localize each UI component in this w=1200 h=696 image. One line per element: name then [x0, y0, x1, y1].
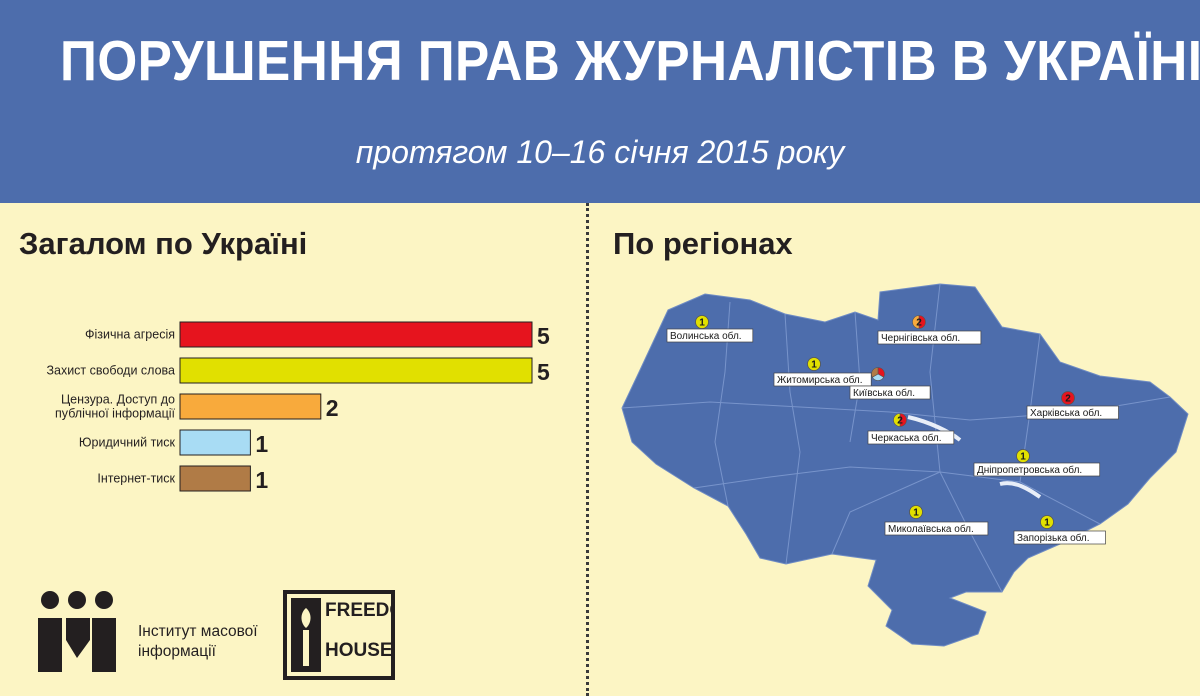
- region-label-box: [877, 330, 982, 345]
- region-marker-slice: [918, 315, 926, 329]
- region-marker: [1061, 391, 1075, 405]
- page-title: ПОРУШЕННЯ ПРАВ ЖУРНАЛІСТІВ В УКРАЇНІ: [60, 29, 1200, 93]
- imi-logo-text: Інститут масової інформації: [138, 623, 258, 660]
- region-count: 1: [913, 508, 919, 519]
- bar-label-2: Захист свободи слова: [46, 364, 175, 378]
- region-label-box: [773, 372, 872, 387]
- header-banner: ПОРУШЕННЯ ПРАВ ЖУРНАЛІСТІВ В УКРАЇНІ про…: [0, 0, 1200, 203]
- bar-5: [179, 465, 251, 492]
- region-marker: [807, 357, 821, 371]
- regions-section-title: По регіонах: [613, 226, 793, 261]
- region-label-box: [884, 521, 989, 536]
- region-count: 1: [811, 360, 817, 371]
- region-count: 2: [1065, 394, 1071, 405]
- region-label-box: [1013, 530, 1106, 545]
- bar-label-1: Фізична агресія: [85, 328, 175, 342]
- bar-label-4: Юридичний тиск: [79, 436, 176, 450]
- region-marker: [695, 315, 709, 329]
- region-count: 2: [897, 416, 903, 427]
- bar-2: [179, 357, 533, 384]
- bar-value-4: 1: [255, 431, 268, 457]
- region-count: 1: [1044, 518, 1050, 529]
- region-count: 2: [916, 318, 922, 329]
- bar-1: [179, 321, 533, 348]
- bar-label-3: публічної інформації: [55, 407, 175, 421]
- region-marker-slice: [899, 413, 907, 427]
- bar-3: [179, 393, 322, 420]
- page-subtitle: протягом 10–16 січня 2015 року: [355, 134, 845, 170]
- svg-text:FREEDOM: FREEDOM: [325, 600, 395, 621]
- region-count: 1: [699, 318, 705, 329]
- region-label-box: [867, 430, 955, 445]
- region-marker: [1040, 515, 1054, 529]
- region-label: Миколаївська обл.: [888, 523, 974, 535]
- violations-bar-chart: 5 Фізична агресія 5 Захист свободи слова 2 Це…: [46, 321, 550, 493]
- region-count: 1: [1020, 452, 1026, 463]
- region-marker: [1016, 449, 1030, 463]
- dnieper-river: [907, 415, 962, 442]
- region-label: Волинська обл.: [670, 330, 742, 342]
- region-label-box: [1026, 405, 1119, 420]
- imi-logo: [38, 591, 116, 672]
- svg-text:HOUSE: HOUSE: [325, 640, 393, 661]
- bar-4: [179, 429, 251, 456]
- region-label: Черкаська обл.: [871, 432, 942, 444]
- region-label: Київська обл.: [853, 387, 915, 399]
- region-label: Запорізька обл.: [1017, 532, 1090, 544]
- region-label-box: [973, 462, 1101, 477]
- region-label: Житомирська обл.: [777, 374, 862, 386]
- region-label-box: [666, 328, 754, 343]
- bar-label-3: Цензура. Доступ до: [61, 393, 175, 407]
- freedom-house-logo: FREEDOM HOUSE: [283, 590, 395, 680]
- region-label: Харківська обл.: [1030, 407, 1102, 419]
- dnieper-reservoir: [999, 481, 1042, 499]
- region-marker: [909, 505, 923, 519]
- bar-value-1: 5: [537, 323, 550, 349]
- region-marker-slice: [912, 315, 920, 329]
- overall-section-title: Загалом по Україні: [19, 226, 308, 261]
- region-label: Дніпропетровська обл.: [977, 464, 1082, 476]
- bar-value-3: 2: [326, 395, 339, 421]
- region-marker-slice: [893, 413, 901, 427]
- bar-value-2: 5: [537, 359, 550, 385]
- region-marker-slice: [871, 367, 879, 378]
- ukraine-map-shape: [621, 283, 1189, 647]
- region-label-box: [849, 385, 931, 400]
- section-divider: [586, 203, 589, 696]
- region-label: Чернігівська обл.: [881, 332, 960, 344]
- bar-label-5: Інтернет-тиск: [97, 472, 175, 486]
- bar-value-5: 1: [255, 467, 268, 493]
